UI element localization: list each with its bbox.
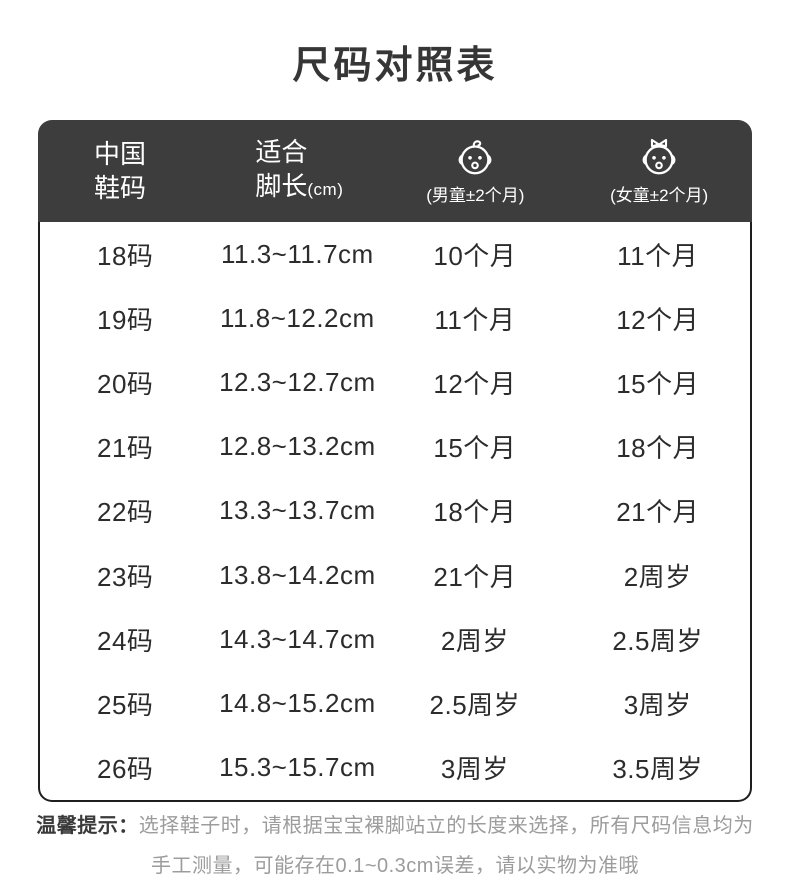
cell-foot-length: 14.8~15.2cm: [219, 688, 376, 719]
baby-girl-icon: [636, 136, 682, 178]
table-row: 20码 12.3~12.7cm 12个月 15个月: [40, 350, 750, 414]
table-row: 19码 11.8~12.2cm 11个月 12个月: [40, 286, 750, 350]
cell-boy-age: 15个月: [433, 433, 517, 464]
cell-girl-age: 2周岁: [623, 561, 692, 592]
cell-boy-age: 12个月: [433, 369, 517, 400]
table-row: 23码 13.8~14.2cm 21个月 2周岁: [40, 543, 750, 607]
cell-boy-age: 2.5周岁: [429, 690, 521, 721]
table-row: 18码 11.3~11.7cm 10个月 11个月: [40, 222, 750, 286]
cell-foot-length: 11.8~12.2cm: [220, 302, 375, 333]
header-cell-girl: (女童±2个月): [566, 120, 752, 222]
header-china-line1: 中国: [94, 139, 147, 169]
note: 温馨提示：选择鞋子时，请根据宝宝裸脚站立的长度来选择，所有尺码信息均为手工测量，…: [0, 806, 790, 886]
table-row: 22码 13.3~13.7cm 18个月 21个月: [40, 479, 750, 543]
table-body: 18码 11.3~11.7cm 10个月 11个月 19码 11.8~12.2c…: [38, 222, 752, 802]
cell-boy-age: 10个月: [433, 240, 517, 271]
page-title: 尺码对照表: [292, 45, 498, 87]
header-cell-boy: (男童±2个月): [384, 120, 566, 222]
header-foot-length-text: 脚长: [255, 171, 308, 201]
table-row: 21码 12.8~13.2cm 15个月 18个月: [40, 415, 750, 479]
cell-boy-age: 2周岁: [440, 625, 509, 656]
cell-girl-age: 21个月: [616, 497, 700, 528]
header-cell-china-size: 中国 鞋码: [38, 120, 209, 222]
note-line1: 选择鞋子时，请根据宝宝裸脚站立的长度来选择，所有尺码信息均为: [138, 815, 754, 837]
cell-girl-age: 3周岁: [623, 690, 692, 721]
cell-boy-age: 11个月: [434, 304, 516, 335]
header-cell-foot-length: 适合 脚长(cm): [209, 120, 384, 222]
cell-girl-age: 15个月: [616, 369, 700, 400]
cell-foot-length: 14.3~14.7cm: [219, 623, 376, 654]
cell-girl-age: 2.5周岁: [612, 625, 703, 656]
cell-boy-age: 3周岁: [440, 754, 509, 785]
header-girl-label: (女童±2个月): [610, 186, 709, 205]
cell-size: 23码: [96, 561, 154, 592]
cell-foot-length: 13.3~13.7cm: [219, 495, 376, 526]
cell-foot-length: 13.8~14.2cm: [219, 559, 376, 590]
cell-boy-age: 18个月: [433, 497, 517, 528]
header-foot-line2: 脚长(cm): [255, 169, 384, 207]
cell-foot-length: 12.3~12.7cm: [219, 367, 376, 398]
cell-size: 26码: [96, 754, 154, 785]
cell-foot-length: 15.3~15.7cm: [219, 752, 376, 783]
cell-girl-age: 18个月: [616, 433, 700, 464]
cell-girl-age: 12个月: [616, 304, 700, 335]
table-header: 中国 鞋码 适合 脚长(cm): [38, 120, 752, 222]
header-boy-label: (男童±2个月): [426, 186, 525, 205]
cell-boy-age: 21个月: [433, 561, 517, 592]
cell-girl-age: 11个月: [617, 240, 699, 271]
header-foot-unit: (cm): [307, 180, 344, 199]
note-label: 温馨提示：: [36, 815, 139, 837]
header-foot-line1: 适合: [255, 137, 308, 167]
baby-boy-icon: [452, 136, 498, 178]
table-row: 24码 14.3~14.7cm 2周岁 2.5周岁: [40, 607, 750, 671]
cell-size: 20码: [96, 369, 154, 400]
header-china-line2: 鞋码: [94, 173, 147, 203]
cell-girl-age: 3.5周岁: [612, 754, 703, 785]
note-line2: 手工测量，可能存在0.1~0.3cm误差，请以实物为准哦: [151, 855, 639, 877]
cell-foot-length: 11.3~11.7cm: [221, 238, 374, 269]
cell-size: 19码: [96, 304, 154, 335]
table-row: 26码 15.3~15.7cm 3周岁 3.5周岁: [40, 736, 750, 800]
cell-size: 21码: [96, 433, 154, 464]
cell-size: 25码: [96, 690, 154, 721]
table-row: 25码 14.8~15.2cm 2.5周岁 3周岁: [40, 672, 750, 736]
cell-size: 24码: [96, 625, 154, 656]
cell-foot-length: 12.8~13.2cm: [219, 431, 376, 462]
cell-size: 18码: [96, 240, 154, 271]
cell-size: 22码: [96, 497, 154, 528]
size-table: 中国 鞋码 适合 脚长(cm): [38, 120, 752, 802]
